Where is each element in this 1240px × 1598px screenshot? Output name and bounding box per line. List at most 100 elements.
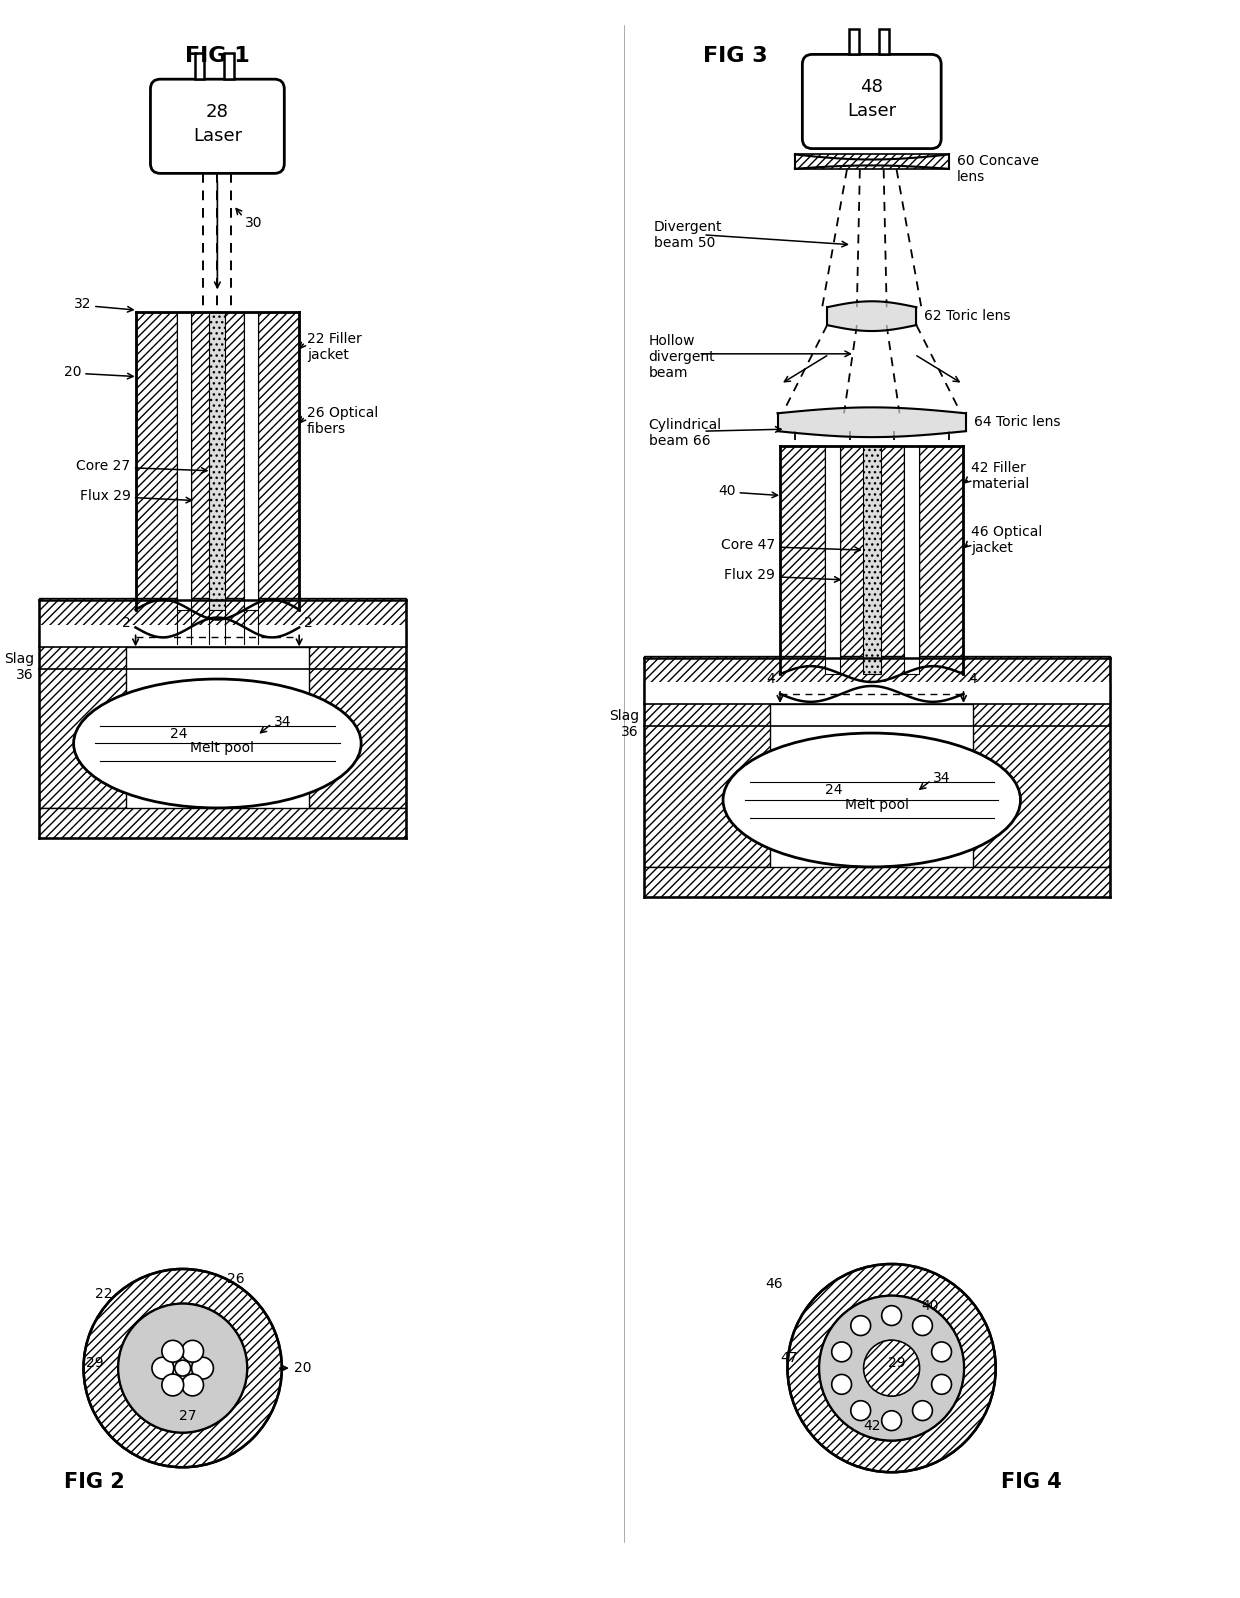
Bar	[177, 312, 191, 609]
Text: 40: 40	[921, 1299, 939, 1312]
Bar	[644, 657, 1110, 703]
Text: 46 Optical
jacket: 46 Optical jacket	[971, 526, 1043, 556]
Text: FIG 2: FIG 2	[63, 1472, 124, 1493]
Ellipse shape	[73, 679, 361, 809]
Circle shape	[192, 1357, 213, 1379]
Bar	[38, 809, 405, 837]
Text: Slag
36: Slag 36	[4, 652, 33, 682]
Circle shape	[182, 1341, 203, 1361]
Text: 26 Optical
fibers: 26 Optical fibers	[308, 406, 378, 436]
Bar	[919, 446, 963, 674]
Bar	[879, 29, 889, 54]
Text: 62 Toric lens: 62 Toric lens	[924, 308, 1011, 323]
Text: Slag
36: Slag 36	[609, 710, 639, 738]
Text: Laser: Laser	[847, 102, 897, 120]
Circle shape	[864, 1341, 919, 1397]
Text: Laser: Laser	[192, 126, 242, 145]
Bar	[849, 29, 859, 54]
Text: FIG 1: FIG 1	[185, 46, 249, 67]
Text: 29: 29	[888, 1357, 905, 1369]
Circle shape	[175, 1360, 191, 1376]
Text: 24: 24	[825, 783, 842, 797]
Bar	[309, 630, 405, 809]
Text: 40: 40	[718, 484, 735, 497]
Circle shape	[118, 1304, 247, 1432]
Bar	[258, 312, 299, 609]
Text: 46: 46	[765, 1277, 782, 1291]
Text: FIG 3: FIG 3	[703, 46, 768, 67]
Circle shape	[182, 1374, 203, 1397]
Text: 34: 34	[274, 714, 291, 729]
Circle shape	[162, 1374, 184, 1397]
Bar	[839, 446, 904, 674]
Circle shape	[851, 1315, 870, 1336]
Wedge shape	[83, 1269, 281, 1467]
Bar	[224, 53, 234, 80]
Bar	[795, 153, 949, 169]
Text: Divergent
beam 50: Divergent beam 50	[653, 221, 722, 249]
Ellipse shape	[723, 733, 1021, 868]
Bar	[38, 625, 405, 647]
Text: 20: 20	[63, 364, 81, 379]
Bar	[863, 446, 880, 674]
Text: FIG 4: FIG 4	[1001, 1472, 1061, 1493]
Text: 29: 29	[86, 1357, 103, 1369]
Bar	[973, 684, 1110, 868]
Text: Core 27: Core 27	[77, 459, 130, 473]
Bar	[38, 598, 405, 647]
Text: 48: 48	[861, 78, 883, 96]
Circle shape	[162, 1341, 184, 1361]
Bar	[780, 446, 825, 674]
Text: 32: 32	[73, 297, 91, 312]
Bar	[191, 312, 243, 609]
Text: 64 Toric lens: 64 Toric lens	[973, 415, 1060, 430]
Text: Melt pool: Melt pool	[190, 741, 254, 756]
Text: 42: 42	[863, 1419, 880, 1433]
Circle shape	[832, 1374, 852, 1395]
Text: 2: 2	[122, 615, 130, 630]
Text: 26: 26	[227, 1272, 246, 1286]
Text: Hollow
divergent
beam: Hollow divergent beam	[649, 334, 715, 380]
Text: 20: 20	[294, 1361, 311, 1376]
Text: Flux 29: Flux 29	[724, 567, 775, 582]
Circle shape	[882, 1306, 901, 1325]
Text: 2: 2	[304, 615, 312, 630]
Text: 24: 24	[170, 727, 187, 740]
FancyBboxPatch shape	[150, 80, 284, 173]
Circle shape	[832, 1342, 852, 1361]
Text: 28: 28	[206, 102, 229, 121]
Text: Flux 29: Flux 29	[79, 489, 130, 503]
Text: Melt pool: Melt pool	[844, 797, 909, 812]
Bar	[210, 312, 226, 609]
Circle shape	[851, 1401, 870, 1421]
Circle shape	[913, 1315, 932, 1336]
Text: Cylindrical
beam 66: Cylindrical beam 66	[649, 419, 722, 449]
Text: 4: 4	[968, 673, 977, 686]
Text: 22: 22	[94, 1286, 112, 1301]
FancyBboxPatch shape	[802, 54, 941, 149]
Text: 34: 34	[934, 772, 951, 785]
Circle shape	[820, 1296, 963, 1440]
Bar	[38, 630, 125, 809]
Bar	[825, 446, 839, 674]
Text: 60 Concave
lens: 60 Concave lens	[956, 153, 1039, 184]
Wedge shape	[787, 1264, 996, 1472]
Text: 30: 30	[246, 216, 263, 230]
Text: 4: 4	[766, 673, 775, 686]
Bar	[644, 682, 1110, 703]
Text: 47: 47	[780, 1352, 797, 1365]
Circle shape	[913, 1401, 932, 1421]
Circle shape	[882, 1411, 901, 1430]
Circle shape	[153, 1357, 174, 1379]
Text: 42 Filler
material: 42 Filler material	[971, 460, 1029, 491]
Bar	[135, 312, 177, 609]
Circle shape	[172, 1357, 193, 1379]
Wedge shape	[864, 1341, 919, 1397]
Bar	[644, 868, 1110, 896]
Bar	[644, 684, 770, 868]
Bar	[243, 312, 258, 609]
Bar	[904, 446, 919, 674]
Circle shape	[931, 1342, 951, 1361]
Text: Core 47: Core 47	[720, 539, 775, 553]
Bar	[195, 53, 205, 80]
